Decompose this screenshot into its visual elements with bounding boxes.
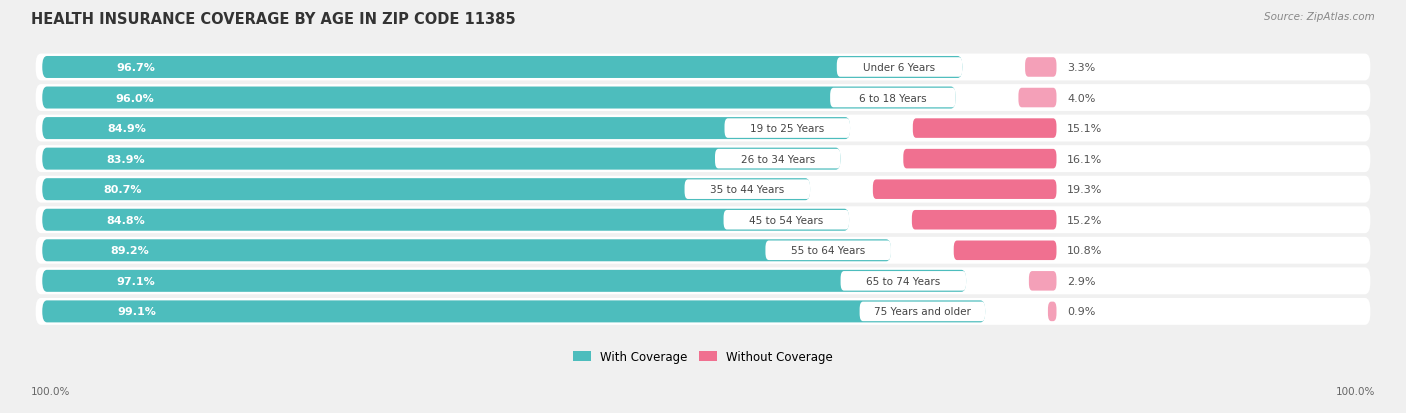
Text: 80.7%: 80.7%: [104, 185, 142, 195]
Text: 75 Years and older: 75 Years and older: [875, 306, 970, 317]
Text: HEALTH INSURANCE COVERAGE BY AGE IN ZIP CODE 11385: HEALTH INSURANCE COVERAGE BY AGE IN ZIP …: [31, 12, 516, 27]
FancyBboxPatch shape: [42, 301, 986, 323]
Text: 35 to 44 Years: 35 to 44 Years: [710, 185, 785, 195]
Legend: With Coverage, Without Coverage: With Coverage, Without Coverage: [568, 346, 838, 368]
FancyBboxPatch shape: [724, 211, 849, 230]
FancyBboxPatch shape: [35, 115, 1371, 142]
Text: 6 to 18 Years: 6 to 18 Years: [859, 93, 927, 103]
FancyBboxPatch shape: [35, 85, 1371, 112]
Text: 100.0%: 100.0%: [31, 387, 70, 396]
Text: 84.9%: 84.9%: [107, 124, 146, 134]
Text: 4.0%: 4.0%: [1067, 93, 1095, 103]
FancyBboxPatch shape: [1018, 88, 1056, 108]
Text: 97.1%: 97.1%: [117, 276, 155, 286]
FancyBboxPatch shape: [35, 237, 1371, 264]
FancyBboxPatch shape: [42, 87, 956, 109]
Text: 2.9%: 2.9%: [1067, 276, 1095, 286]
Text: 84.8%: 84.8%: [107, 215, 146, 225]
Text: 89.2%: 89.2%: [110, 246, 149, 256]
FancyBboxPatch shape: [859, 302, 986, 321]
FancyBboxPatch shape: [35, 298, 1371, 325]
Text: 45 to 54 Years: 45 to 54 Years: [749, 215, 824, 225]
FancyBboxPatch shape: [42, 270, 966, 292]
FancyBboxPatch shape: [685, 180, 810, 199]
FancyBboxPatch shape: [841, 271, 966, 291]
FancyBboxPatch shape: [873, 180, 1056, 199]
FancyBboxPatch shape: [35, 176, 1371, 203]
Text: 15.1%: 15.1%: [1067, 124, 1102, 134]
Text: 100.0%: 100.0%: [1336, 387, 1375, 396]
FancyBboxPatch shape: [42, 57, 962, 79]
FancyBboxPatch shape: [1025, 58, 1056, 78]
Text: 16.1%: 16.1%: [1067, 154, 1102, 164]
Text: 99.1%: 99.1%: [118, 306, 156, 317]
FancyBboxPatch shape: [953, 241, 1056, 261]
FancyBboxPatch shape: [724, 119, 851, 138]
Text: 83.9%: 83.9%: [105, 154, 145, 164]
Text: 0.9%: 0.9%: [1067, 306, 1095, 317]
FancyBboxPatch shape: [35, 146, 1371, 173]
FancyBboxPatch shape: [830, 88, 956, 108]
Text: 96.7%: 96.7%: [115, 63, 155, 73]
Text: 96.0%: 96.0%: [115, 93, 155, 103]
FancyBboxPatch shape: [42, 118, 851, 140]
FancyBboxPatch shape: [716, 150, 841, 169]
FancyBboxPatch shape: [35, 268, 1371, 294]
Text: Under 6 Years: Under 6 Years: [863, 63, 935, 73]
FancyBboxPatch shape: [837, 58, 962, 78]
Text: 19 to 25 Years: 19 to 25 Years: [751, 124, 824, 134]
Text: 3.3%: 3.3%: [1067, 63, 1095, 73]
FancyBboxPatch shape: [42, 209, 849, 231]
Text: 15.2%: 15.2%: [1067, 215, 1102, 225]
Text: 55 to 64 Years: 55 to 64 Years: [792, 246, 865, 256]
FancyBboxPatch shape: [1029, 271, 1056, 291]
Text: 10.8%: 10.8%: [1067, 246, 1102, 256]
Text: Source: ZipAtlas.com: Source: ZipAtlas.com: [1264, 12, 1375, 22]
FancyBboxPatch shape: [912, 119, 1056, 138]
FancyBboxPatch shape: [903, 150, 1056, 169]
Text: 65 to 74 Years: 65 to 74 Years: [866, 276, 941, 286]
FancyBboxPatch shape: [35, 55, 1371, 81]
FancyBboxPatch shape: [42, 148, 841, 170]
Text: 26 to 34 Years: 26 to 34 Years: [741, 154, 815, 164]
FancyBboxPatch shape: [42, 179, 810, 201]
FancyBboxPatch shape: [42, 240, 891, 262]
FancyBboxPatch shape: [912, 211, 1056, 230]
Text: 19.3%: 19.3%: [1067, 185, 1102, 195]
FancyBboxPatch shape: [1047, 302, 1056, 321]
FancyBboxPatch shape: [765, 241, 891, 261]
FancyBboxPatch shape: [35, 207, 1371, 234]
